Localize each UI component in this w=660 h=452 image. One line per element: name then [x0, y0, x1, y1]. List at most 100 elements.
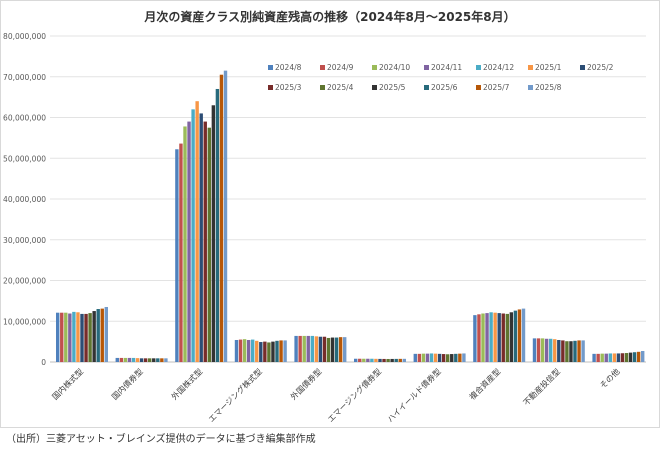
legend-swatch: [528, 85, 533, 90]
bar: [275, 340, 279, 362]
x-tick-label: エマージング株式型: [206, 366, 264, 424]
legend-swatch: [320, 65, 325, 70]
bar: [223, 70, 228, 362]
bar: [489, 312, 493, 362]
bar: [119, 357, 124, 362]
bar: [458, 353, 462, 362]
bar: [553, 339, 557, 362]
bar: [641, 350, 645, 362]
x-tick-label: エマージング債券型: [325, 366, 383, 424]
bar: [96, 309, 100, 362]
bar: [577, 340, 581, 362]
bar: [374, 358, 378, 362]
bar: [322, 336, 327, 362]
bar: [203, 121, 207, 362]
bar: [561, 340, 565, 362]
legend-swatch: [424, 65, 429, 70]
legend-swatch: [268, 85, 273, 90]
y-tick-label: 60,000,000: [3, 114, 46, 123]
legend-swatch: [424, 85, 429, 90]
bar: [417, 353, 422, 362]
bar: [80, 313, 84, 362]
bar: [306, 335, 310, 362]
bar: [215, 88, 220, 362]
legend-label: 2025/3: [275, 83, 302, 92]
bar: [536, 338, 541, 362]
bar: [565, 341, 569, 362]
bar: [56, 312, 60, 362]
x-tick-label: その他: [598, 366, 622, 390]
bar: [493, 312, 497, 362]
bar: [517, 309, 522, 362]
legend-label: 2025/5: [379, 83, 406, 92]
bar: [310, 335, 314, 362]
legend-label: 2025/8: [535, 83, 562, 92]
bar: [84, 313, 88, 362]
bar: [600, 353, 604, 362]
bar: [148, 358, 152, 362]
bar: [505, 313, 509, 362]
bar: [175, 149, 179, 362]
bar: [191, 109, 195, 362]
bar: [135, 358, 140, 362]
bar: [477, 314, 481, 362]
bar: [540, 338, 545, 362]
bar: [207, 127, 211, 362]
bar: [569, 341, 573, 362]
bar: [557, 339, 561, 362]
bar: [581, 340, 585, 362]
bar: [378, 358, 382, 362]
y-tick-label: 50,000,000: [3, 154, 46, 163]
bar: [433, 353, 438, 362]
x-tick-label: 国内株式型: [50, 366, 85, 401]
bar: [485, 313, 489, 362]
legend-label: 2024/9: [327, 63, 354, 72]
legend-label: 2024/11: [431, 63, 462, 72]
bar: [473, 315, 477, 362]
bar: [139, 358, 144, 362]
bar: [462, 353, 466, 362]
bar: [100, 308, 104, 362]
bar: [330, 337, 335, 362]
bar: [211, 105, 216, 363]
bar: [454, 353, 458, 362]
bar: [394, 358, 398, 362]
bar: [164, 358, 168, 362]
bar: [413, 353, 417, 362]
bar: [421, 353, 426, 362]
bar: [127, 357, 132, 362]
bar: [481, 313, 485, 362]
bar: [612, 353, 617, 362]
bar: [354, 358, 358, 362]
bar: [592, 353, 596, 362]
legend-label: 2025/2: [587, 63, 614, 72]
bar: [64, 312, 68, 362]
bar: [608, 353, 612, 362]
bar: [115, 357, 119, 362]
y-tick-label: 10,000,000: [3, 317, 46, 326]
legend-swatch: [476, 85, 481, 90]
bar: [123, 357, 128, 362]
bar: [521, 308, 526, 362]
bar: [382, 358, 386, 362]
bar: [604, 353, 608, 362]
y-tick-label: 70,000,000: [3, 73, 46, 82]
y-tick-label: 80,000,000: [3, 32, 46, 41]
legend-label: 2025/4: [327, 83, 354, 92]
bar: [255, 340, 259, 362]
bar: [298, 335, 302, 362]
chart-title: 月次の資産クラス別純資産残高の推移（2024年8月〜2025年8月）: [144, 10, 516, 24]
bar: [259, 342, 263, 362]
bar: [366, 358, 370, 362]
bar: [179, 143, 183, 362]
bar: [318, 336, 323, 362]
bar: [195, 101, 199, 362]
bar: [283, 340, 287, 362]
bar: [425, 353, 430, 362]
legend-swatch: [268, 65, 273, 70]
bar: [92, 311, 96, 362]
bar: [429, 353, 434, 362]
bar: [251, 339, 255, 362]
bar: [573, 340, 577, 362]
